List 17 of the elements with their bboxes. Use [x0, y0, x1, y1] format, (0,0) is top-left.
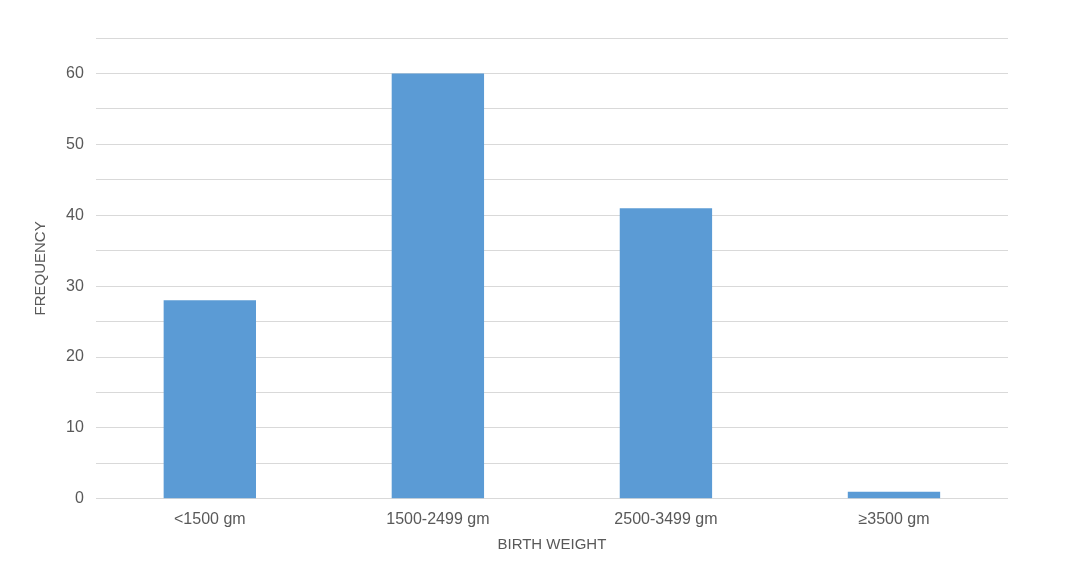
y-tick-label: 40 [66, 205, 84, 223]
bar [391, 73, 485, 499]
y-tick-label: 0 [74, 489, 84, 507]
bar [619, 208, 713, 499]
x-tick-label: 1500-2499 gm [386, 509, 490, 527]
x-tick-label: <1500 gm [174, 509, 246, 527]
x-tick-label: 2500-3499 gm [614, 509, 718, 527]
y-tick-label: 60 [66, 63, 84, 81]
bar [847, 491, 941, 499]
y-axis-title: FREQUENCY [31, 221, 49, 316]
bar [163, 300, 256, 499]
y-tick-label: 50 [66, 134, 84, 152]
y-tick-label: 10 [66, 418, 84, 436]
x-axis-title: BIRTH WEIGHT [497, 535, 607, 553]
y-tick-label: 20 [66, 347, 84, 365]
y-tick-label: 30 [66, 276, 84, 294]
x-tick-label: ≥3500 gm [858, 509, 930, 527]
